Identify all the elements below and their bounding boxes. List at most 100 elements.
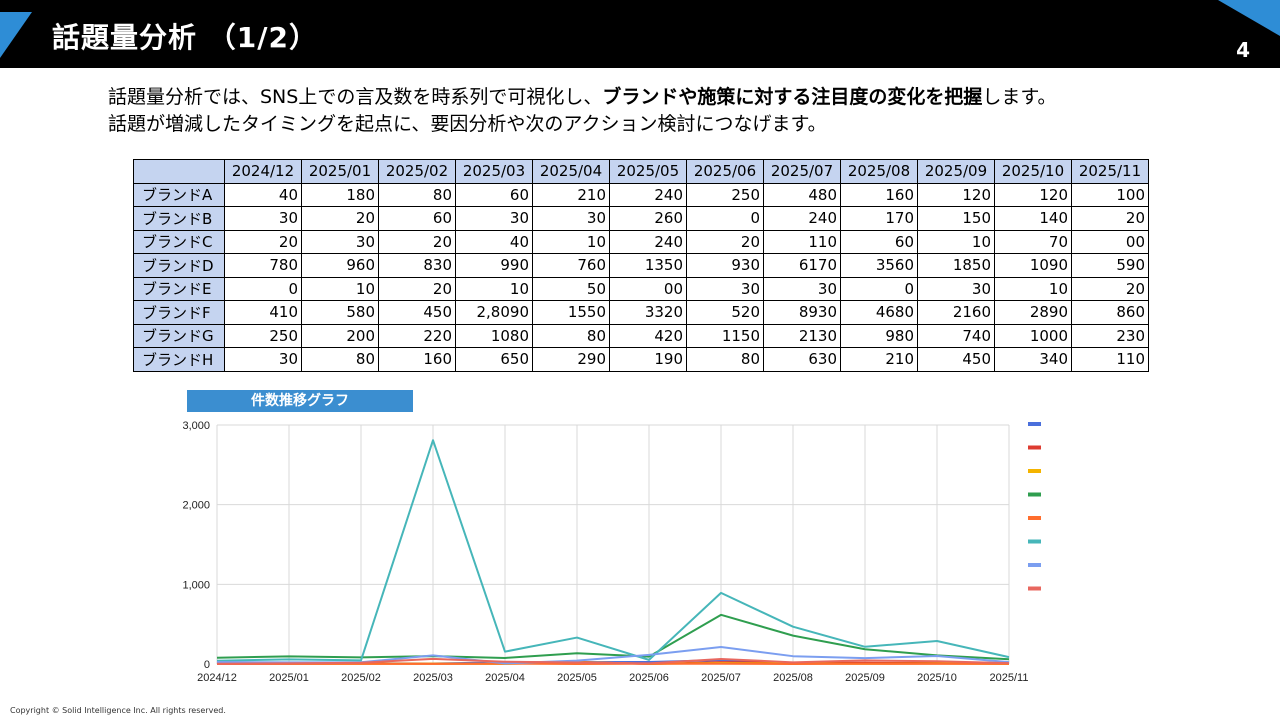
table-header-month: 2025/04 [532,159,610,184]
table-cell: 30 [455,206,533,231]
table-cell: 250 [224,323,302,348]
x-tick-label: 2025/09 [845,672,885,684]
table-cell: 2160 [917,300,995,325]
table-cell: 30 [224,347,302,372]
table-cell: 230 [1071,323,1149,348]
legend-swatch-1 [1028,422,1041,426]
table-cell: 110 [1071,347,1149,372]
y-tick-label: 3,000 [182,420,210,432]
copyright-footer: Copyright © Solid Intelligence Inc. All … [10,706,226,715]
legend-swatch-2 [1028,445,1041,450]
series-line-6 [216,439,1010,662]
table-header-month: 2025/07 [763,159,841,184]
table-cell: 290 [532,347,610,372]
table-row: ブランドH 30 80 160 650 290 190 80 630 210 450 340 110 [133,347,1149,372]
table-cell: 6170 [763,253,841,278]
table-cell: 80 [686,347,764,372]
table-header-month: 2025/03 [455,159,533,184]
intro-line-2: 話題が増減したタイミングを起点に、要因分析や次のアクション検討につなげます。 [108,113,827,135]
table-cell: 260 [609,206,687,231]
table-cell: 1350 [609,253,687,278]
table-row: ブランドG 250 200 220 1080 80 420 1150 2130 980 740 100… [133,323,1149,348]
table-cell: 10 [455,276,533,301]
chart-title: 件数推移グラフ [187,390,413,412]
table-cell: 10 [301,276,379,301]
table-cell: 0 [224,276,302,301]
table-header-row: 2024/12 2025/01 2025/02 2025/03 2025/04 2025/… [133,159,1149,184]
table-cell: 30 [763,276,841,301]
table-cell: 1850 [917,253,995,278]
table-header-month: 2025/02 [378,159,456,184]
table-cell: 80 [378,182,456,207]
table-cell: 190 [609,347,687,372]
legend-swatch-8 [1028,586,1041,591]
table-cell: 960 [301,253,379,278]
table-cell: 30 [301,229,379,254]
legend-swatch-6 [1028,539,1041,544]
table-header-month: 2025/09 [917,159,995,184]
table-row-label: ブランドC [133,229,225,254]
header-accent-left [0,12,32,58]
x-tick-label: 2024/12 [197,672,237,684]
table-cell: 20 [378,276,456,301]
table-header-month: 2024/12 [224,159,302,184]
table-cell: 760 [532,253,610,278]
table-cell: 00 [609,276,687,301]
table-cell: 4680 [840,300,918,325]
table-cell: 170 [840,206,918,231]
table-cell: 160 [840,182,918,207]
table-cell: 70 [994,229,1072,254]
x-tick-label: 2025/04 [485,672,525,684]
table-cell: 520 [686,300,764,325]
table-cell: 40 [224,182,302,207]
table-cell: 20 [686,229,764,254]
legend-swatch-5 [1028,516,1041,520]
slide-title: 話題量分析 （1/2） [52,21,318,54]
intro-text: 話題量分析では、SNS上での言及数を時系列で可視化し、ブランドや施策に対する注目… [108,84,1056,138]
table-cell: 00 [1071,229,1149,254]
intro-line-1-post: します。 [982,86,1057,108]
table-row: ブランドB 30 20 60 30 30 260 0 240 170 150 140 20 [133,206,1149,231]
table-row: ブランドE 0 10 20 10 50 00 30 30 0 30 10 20 [133,276,1149,301]
y-tick-label: 0 [204,659,210,671]
table-cell: 60 [840,229,918,254]
table-cell: 30 [532,206,610,231]
table-cell: 250 [686,182,764,207]
table-header-month: 2025/08 [840,159,918,184]
x-tick-label: 2025/06 [629,672,669,684]
table-cell: 20 [301,206,379,231]
table-cell: 60 [378,206,456,231]
table-cell: 20 [1071,206,1149,231]
table-row: ブランドD 780 960 830 990 760 1350 930 6170 3560 1850 1… [133,253,1149,278]
table-header-month: 2025/05 [609,159,687,184]
series-line-4 [216,613,1010,661]
table-cell: 30 [686,276,764,301]
table-header-month: 2025/01 [301,159,379,184]
table-cell: 0 [840,276,918,301]
x-tick-label: 2025/03 [413,672,453,684]
table-cell: 2130 [763,323,841,348]
trend-line-chart: 0 1,000 2,000 3,000 2024/12 2025/01 2025/02 202… [182,420,1041,684]
table-row-label: ブランドH [133,347,225,372]
table-cell: 450 [917,347,995,372]
table-cell: 480 [763,182,841,207]
table-cell: 200 [301,323,379,348]
y-tick-label: 1,000 [182,579,210,591]
table-cell: 120 [917,182,995,207]
table-cell: 450 [378,300,456,325]
table-cell: 0 [686,206,764,231]
table-cell: 160 [378,347,456,372]
table-cell: 990 [455,253,533,278]
table-cell: 30 [917,276,995,301]
mention-count-table: 2024/12 2025/01 2025/02 2025/03 2025/04 2025/… [133,159,1149,372]
table-row-label: ブランドD [133,253,225,278]
series-line-8 [216,657,1010,665]
table-cell: 150 [917,206,995,231]
table-cell: 930 [686,253,764,278]
table-cell: 1000 [994,323,1072,348]
table-cell: 780 [224,253,302,278]
table-cell: 50 [532,276,610,301]
table-cell: 1150 [686,323,764,348]
table-cell: 420 [609,323,687,348]
table-row: ブランドF 410 580 450 2,8090 1550 3320 520 8930 4680 2… [133,300,1149,325]
